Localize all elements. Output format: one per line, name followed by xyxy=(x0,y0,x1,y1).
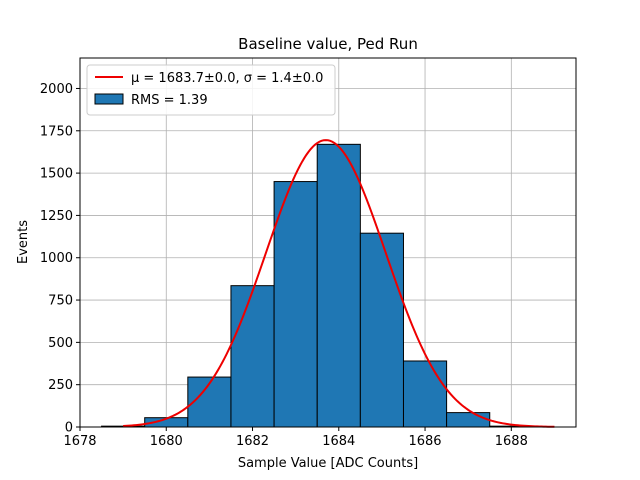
histogram-bars xyxy=(101,143,534,428)
y-tick-label: 750 xyxy=(48,294,73,309)
histogram-bar xyxy=(446,412,491,428)
fit-curve xyxy=(123,139,555,428)
legend-hist-swatch xyxy=(94,93,124,105)
chart-title: Baseline value, Ped Run xyxy=(238,35,418,53)
histogram-bar xyxy=(273,181,318,428)
y-tick-label: 0 xyxy=(65,421,73,436)
x-axis-ticks: 1678 1680 1682 1684 1686 1688 xyxy=(63,427,528,449)
histogram-bar xyxy=(230,285,275,428)
histogram-bar xyxy=(316,143,361,428)
y-tick-label: 1000 xyxy=(40,251,73,266)
legend-hist-label: RMS = 1.39 xyxy=(131,93,208,108)
plot-frame xyxy=(79,57,577,428)
histogram-bar xyxy=(359,232,404,428)
y-tick-label: 1250 xyxy=(40,209,73,224)
legend-fit-label: μ = 1683.7±0.0, σ = 1.4±0.0 xyxy=(131,71,323,86)
y-tick-label: 1500 xyxy=(40,167,73,182)
x-tick-label: 1688 xyxy=(495,434,528,449)
y-axis-label: Events xyxy=(16,220,31,264)
x-tick-label: 1686 xyxy=(408,434,441,449)
histogram-bar xyxy=(402,360,448,428)
y-tick-label: 2000 xyxy=(40,82,73,97)
legend-box xyxy=(86,64,336,116)
y-tick-label: 250 xyxy=(48,378,73,393)
legend: μ = 1683.7±0.0, σ = 1.4±0.0 RMS = 1.39 xyxy=(86,64,336,116)
x-tick-label: 1678 xyxy=(63,434,96,449)
x-tick-label: 1684 xyxy=(322,434,355,449)
y-tick-label: 1750 xyxy=(40,124,73,139)
x-tick-label: 1680 xyxy=(150,434,183,449)
y-tick-label: 500 xyxy=(48,336,73,351)
gaussian-fit xyxy=(123,139,555,428)
y-axis-ticks: 0 250 500 750 1000 1250 1500 1750 2000 xyxy=(40,82,80,436)
x-tick-label: 1682 xyxy=(236,434,269,449)
x-axis-label: Sample Value [ADC Counts] xyxy=(238,456,418,471)
